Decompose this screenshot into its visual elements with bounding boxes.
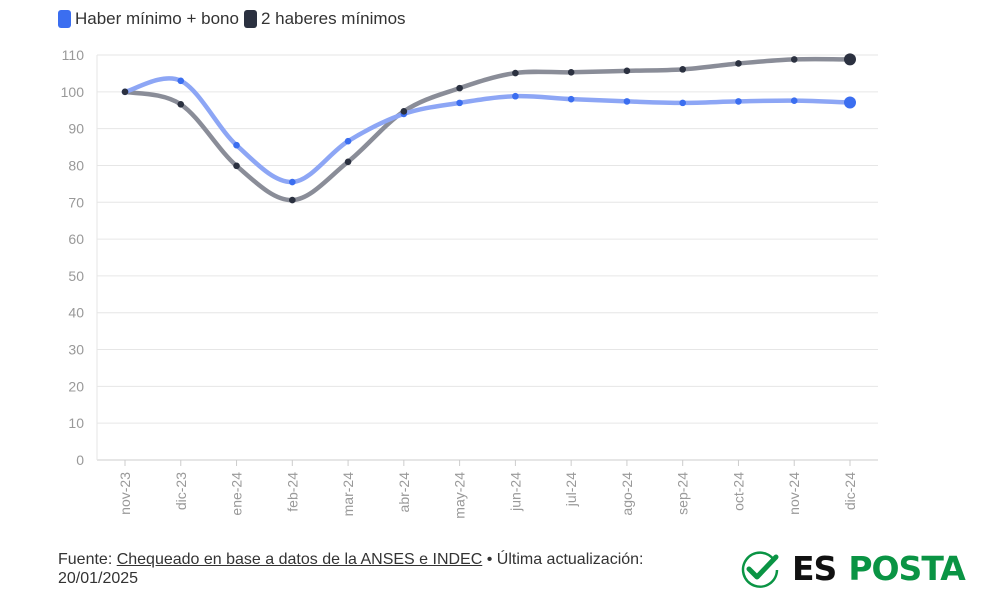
data-point (512, 92, 519, 100)
y-tick-label: 0 (76, 452, 84, 468)
x-tick-label: ene-24 (229, 472, 245, 516)
x-tick-label: jul-24 (563, 472, 579, 507)
data-point (344, 137, 352, 145)
chart-legend: Haber mínimo + bono 2 haberes mínimos (58, 9, 411, 29)
x-tick-label: dic-23 (173, 472, 189, 510)
x-tick-label: may-24 (452, 472, 468, 519)
y-tick-label: 40 (68, 305, 84, 321)
y-tick-label: 80 (68, 157, 84, 173)
footer-prefix: Fuente: (58, 551, 117, 568)
legend-swatch (243, 10, 257, 28)
data-point (456, 99, 463, 107)
x-tick-label: nov-23 (117, 472, 133, 515)
line-chart: 0 10 20 30 40 50 60 70 80 90 100 110 nov-23 dic-23 ene… (61, 47, 878, 519)
legend-item-2-haberes[interactable]: 2 haberes mínimos (243, 9, 406, 29)
data-point (344, 158, 352, 166)
data-point (400, 108, 408, 115)
y-tick-label: 110 (62, 47, 85, 63)
x-tick-label: sep-24 (675, 472, 691, 515)
logo-posta: POSTA (848, 549, 965, 588)
source-link[interactable]: Chequeado en base a datos de la ANSES e … (116, 551, 483, 568)
footer-update: • Última actualización: 20/01/2025 (58, 551, 644, 587)
data-point (735, 60, 742, 67)
data-point (456, 84, 463, 92)
x-tick-label: dic-24 (842, 472, 858, 510)
data-point (735, 98, 742, 105)
data-point (844, 53, 856, 66)
data-point (844, 96, 856, 109)
es-posta-logo: ES POSTA (740, 549, 966, 588)
data-point (790, 97, 798, 104)
data-point (121, 88, 129, 96)
logo-es: ES (792, 549, 837, 588)
data-point (177, 77, 185, 85)
y-tick-label: 30 (68, 342, 84, 358)
chart-footer: Fuente: Chequeado en base a datos de la … (58, 550, 718, 588)
data-point (233, 141, 240, 149)
data-point (623, 98, 631, 105)
legend-item-haber-bono[interactable]: Haber mínimo + bono (58, 9, 239, 29)
data-point (567, 69, 575, 76)
y-tick-label: 60 (68, 231, 84, 247)
data-point (623, 67, 631, 75)
y-tick-label: 70 (68, 194, 84, 210)
data-point (679, 99, 686, 107)
data-point (233, 162, 240, 170)
data-point (289, 178, 296, 186)
data-point (289, 196, 296, 204)
legend-label: 2 haberes mínimos (260, 9, 406, 28)
check-circle-icon (741, 550, 779, 588)
data-point (177, 101, 185, 108)
y-tick-label: 20 (68, 378, 84, 394)
data-point (679, 66, 686, 73)
y-tick-label: 10 (68, 415, 84, 431)
x-tick-label: oct-24 (730, 472, 746, 511)
data-point (567, 95, 575, 103)
x-tick-label: abr-24 (396, 472, 412, 513)
data-point (790, 56, 798, 63)
x-tick-label: feb-24 (284, 472, 300, 512)
x-tick-label: nov-24 (786, 472, 802, 515)
series-line-1 (122, 56, 853, 203)
x-tick-label: ago-24 (619, 472, 635, 516)
y-tick-label: 50 (68, 268, 84, 284)
y-tick-label: 100 (61, 84, 85, 100)
x-tick-label: jun-24 (507, 472, 523, 512)
data-point (512, 69, 519, 77)
legend-label: Haber mínimo + bono (75, 9, 239, 28)
y-tick-label: 90 (68, 121, 84, 137)
x-tick-label: mar-24 (340, 472, 356, 517)
legend-swatch (58, 10, 71, 28)
